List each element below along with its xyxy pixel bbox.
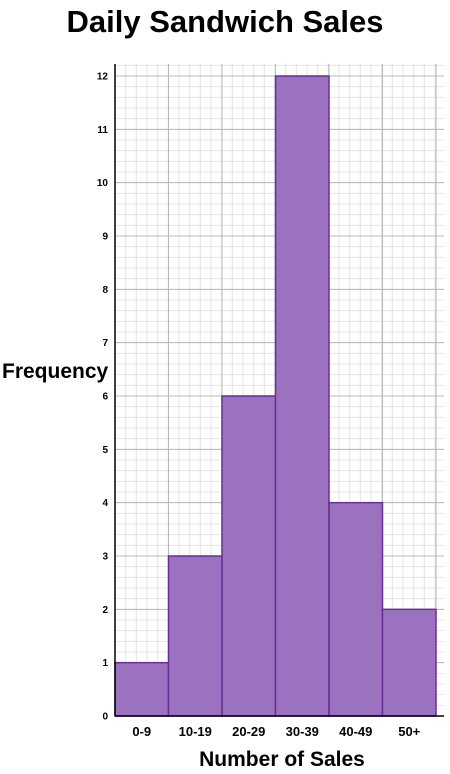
x-tick-label: 0-9: [132, 724, 151, 739]
x-tick-labels: 0-9 10-19 20-29 30-39 40-49 50+: [132, 724, 420, 739]
bar-10-19: [167, 555, 223, 717]
y-tick-label: 12: [97, 72, 109, 83]
y-tick-label: 0: [102, 712, 108, 723]
x-tick-label: 10-19: [179, 724, 212, 739]
x-axis-title: Number of Sales: [199, 748, 365, 771]
bar-40-49: [328, 501, 384, 717]
y-tick-label: 5: [102, 445, 108, 456]
chart-title: Daily Sandwich Sales: [66, 4, 384, 39]
bar-30-39: [274, 75, 330, 717]
x-tick-label: 40-49: [339, 724, 372, 739]
y-tick-label: 1: [102, 658, 108, 669]
y-tick-label: 7: [102, 338, 108, 349]
y-tick-label: 4: [102, 498, 108, 509]
x-tick-label: 50+: [398, 724, 420, 739]
y-tick-label: 2: [102, 605, 108, 616]
axes: [114, 64, 444, 717]
y-tick-label: 11: [97, 125, 108, 136]
y-tick-label: 10: [97, 178, 109, 189]
bar-20-29: [221, 395, 277, 717]
y-tick-label: 6: [102, 392, 108, 403]
bar-0-9: [114, 661, 170, 717]
y-tick-label: 9: [102, 232, 108, 243]
x-tick-label: 30-39: [286, 724, 319, 739]
y-axis-title: Frequency: [2, 360, 109, 383]
y-tick-label: 8: [102, 285, 108, 296]
y-tick-label: 3: [102, 552, 108, 563]
bar-50+: [381, 608, 437, 717]
x-tick-label: 20-29: [232, 724, 265, 739]
